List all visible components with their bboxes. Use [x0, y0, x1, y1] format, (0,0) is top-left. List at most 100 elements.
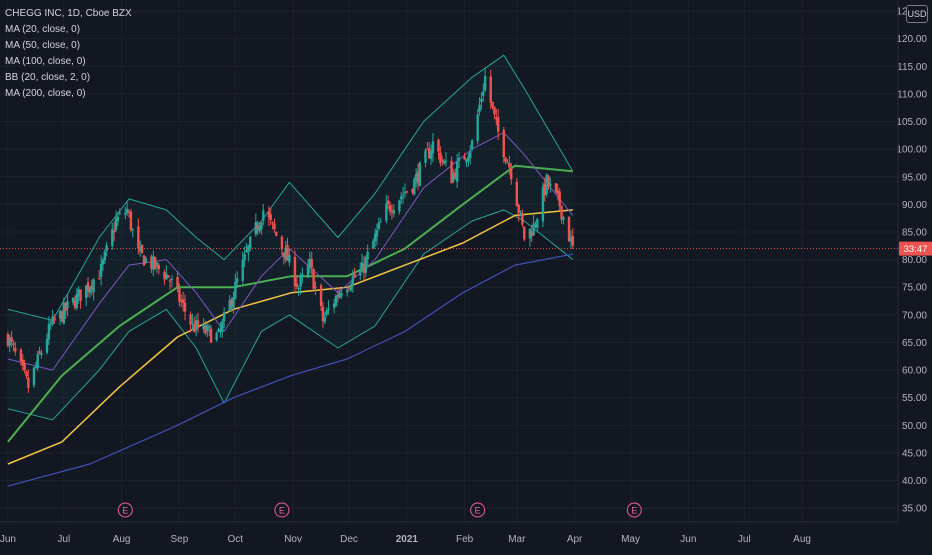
candle-body — [10, 337, 13, 342]
candle-body — [150, 256, 153, 270]
candle-body — [349, 286, 353, 291]
candle-body — [388, 205, 392, 212]
candle-body — [196, 320, 200, 328]
x-tick-label: Jul — [738, 534, 751, 545]
legend-ma20[interactable]: MA (20, close, 0) — [5, 24, 81, 35]
candle-body — [534, 224, 537, 226]
candle-body — [71, 297, 75, 303]
candle-body — [180, 300, 183, 302]
candle-body — [12, 343, 15, 345]
ma200-line — [7, 253, 573, 487]
y-tick-label: 115.00 — [897, 62, 927, 73]
candle-body — [375, 230, 379, 237]
candle-body — [19, 349, 23, 362]
candle-body — [25, 371, 28, 377]
candle-body — [379, 221, 382, 223]
ma100-line — [7, 209, 573, 465]
bb-fill — [7, 55, 573, 420]
x-tick-label: Sep — [170, 534, 188, 545]
candle-body — [127, 211, 131, 213]
candle-body — [416, 171, 420, 184]
candle-body — [282, 252, 285, 258]
candle-body — [319, 285, 323, 307]
legend-ma200[interactable]: MA (200, close, 0) — [5, 88, 86, 99]
candle-body — [482, 91, 485, 96]
candle-body — [373, 233, 377, 242]
candle-body — [398, 200, 401, 212]
candle-body — [470, 140, 474, 149]
candle-body — [249, 236, 252, 249]
candle-body — [360, 262, 364, 272]
candle-body — [496, 117, 500, 132]
candle-body — [431, 141, 435, 154]
candle-body — [45, 338, 49, 353]
candle-body — [332, 303, 336, 308]
x-tick-label: Apr — [567, 534, 583, 545]
candle-body — [359, 269, 362, 276]
candle-body — [347, 287, 351, 289]
candle-body — [403, 192, 407, 194]
candle-body — [58, 310, 62, 318]
legend-ma100[interactable]: MA (100, close, 0) — [5, 56, 86, 67]
y-tick-label: 35.00 — [902, 504, 927, 515]
candle-body — [390, 211, 394, 213]
legend-bb[interactable]: BB (20, close, 2, 0) — [5, 72, 91, 83]
candle-body — [541, 186, 545, 222]
ma20-line — [7, 132, 574, 371]
candle-body — [504, 157, 507, 162]
candle-body — [235, 278, 239, 283]
candle-body — [306, 265, 310, 276]
candle-body — [454, 172, 457, 179]
candle-body — [377, 222, 381, 229]
candle-body — [560, 205, 563, 220]
candle-body — [275, 231, 278, 236]
candle-body — [528, 228, 532, 239]
candle-body — [483, 76, 487, 91]
candle-body — [469, 151, 472, 159]
candle-body — [14, 347, 17, 352]
candle-body — [178, 287, 181, 302]
candle-body — [510, 167, 513, 180]
candle-body — [340, 293, 343, 296]
candle-body — [116, 216, 120, 222]
candle-body — [131, 229, 134, 231]
candle-body — [217, 329, 220, 332]
candle-body — [260, 222, 263, 230]
candle-body — [247, 245, 250, 253]
candle-body — [77, 289, 80, 296]
candle-body — [170, 278, 174, 280]
candle-body — [401, 194, 405, 196]
candle-body — [64, 302, 67, 311]
candle-body — [209, 328, 213, 343]
candle-body — [312, 269, 315, 290]
candle-body — [152, 256, 155, 270]
candle-body — [271, 222, 274, 224]
candle-body — [351, 276, 354, 286]
y-tick-label: 100.00 — [896, 145, 927, 156]
candle-body — [310, 258, 313, 268]
candle-body — [139, 247, 142, 252]
candle-body — [323, 316, 327, 322]
candle-body — [308, 258, 312, 268]
candle-body — [23, 362, 26, 371]
currency-button[interactable]: USD — [906, 5, 928, 23]
candle-body — [204, 326, 207, 334]
candle-body — [166, 275, 170, 278]
candle-body — [536, 219, 539, 228]
candle-body — [523, 226, 526, 240]
candle-body — [157, 264, 161, 270]
candle-body — [165, 273, 168, 280]
candle-body — [245, 250, 248, 252]
candle-body — [517, 205, 520, 214]
candle-body — [181, 299, 185, 303]
legend-ma50[interactable]: MA (50, close, 0) — [5, 40, 81, 51]
candle-body — [465, 159, 468, 163]
legend-symbol[interactable]: CHEGG INC, 1D, Cboe BZX — [5, 8, 132, 19]
candle-body — [442, 160, 446, 164]
candle-body — [424, 150, 427, 163]
candle-body — [21, 359, 24, 366]
y-tick-label: 70.00 — [902, 310, 927, 321]
candle-body — [450, 160, 453, 184]
